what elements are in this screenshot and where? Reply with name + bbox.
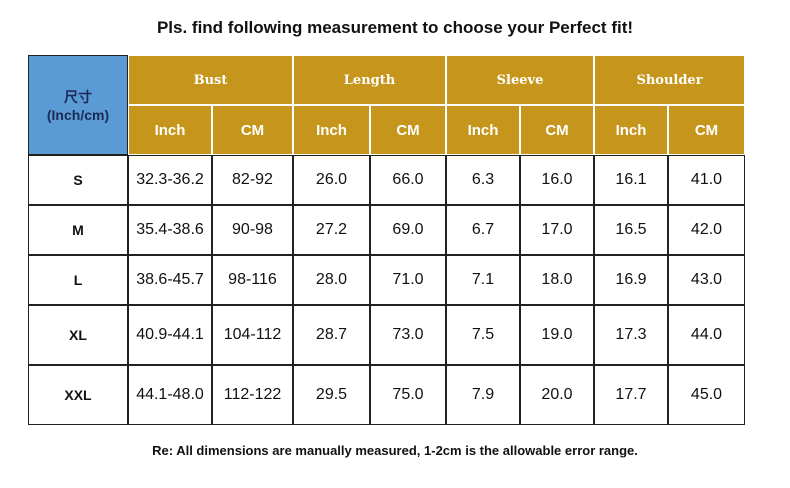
measurement: 42.0 xyxy=(668,205,745,255)
measurement: 45.0 xyxy=(668,365,745,425)
size-label: S xyxy=(28,155,128,205)
group-header: Bust xyxy=(128,55,293,105)
measurement: 26.0 xyxy=(293,155,370,205)
group-header: Shoulder xyxy=(594,55,745,105)
group-header: Sleeve xyxy=(446,55,594,105)
measurement: 28.7 xyxy=(293,305,370,365)
measurement: 19.0 xyxy=(520,305,594,365)
size-label: L xyxy=(28,255,128,305)
measurement: 35.4-38.6 xyxy=(128,205,212,255)
sub-header: Inch xyxy=(446,105,520,155)
measurement: 7.9 xyxy=(446,365,520,425)
measurement: 27.2 xyxy=(293,205,370,255)
measurement: 17.7 xyxy=(594,365,668,425)
measurement: 16.0 xyxy=(520,155,594,205)
measurement: 41.0 xyxy=(668,155,745,205)
measurement: 98-116 xyxy=(212,255,293,305)
sub-header: Inch xyxy=(293,105,370,155)
sub-header: Inch xyxy=(128,105,212,155)
measurement: 66.0 xyxy=(370,155,446,205)
measurement: 71.0 xyxy=(370,255,446,305)
measurement: 29.5 xyxy=(293,365,370,425)
measurement: 112-122 xyxy=(212,365,293,425)
measurement: 69.0 xyxy=(370,205,446,255)
measurement: 44.0 xyxy=(668,305,745,365)
measurement: 16.1 xyxy=(594,155,668,205)
group-header: Length xyxy=(293,55,446,105)
measurement: 17.0 xyxy=(520,205,594,255)
corner-text: 尺寸 xyxy=(64,89,92,105)
measurement: 82-92 xyxy=(212,155,293,205)
measurement: 90-98 xyxy=(212,205,293,255)
title: Pls. find following measurement to choos… xyxy=(156,18,634,37)
size-label: XL xyxy=(28,305,128,365)
sub-header: CM xyxy=(370,105,446,155)
measurement: 44.1-48.0 xyxy=(128,365,212,425)
measurement: 43.0 xyxy=(668,255,745,305)
measurement: 38.6-45.7 xyxy=(128,255,212,305)
measurement: 6.3 xyxy=(446,155,520,205)
size-label: XXL xyxy=(28,365,128,425)
size-label: M xyxy=(28,205,128,255)
measurement: 7.5 xyxy=(446,305,520,365)
corner-header: 尺寸 (Inch/cm) xyxy=(28,55,128,155)
corner-text: (Inch/cm) xyxy=(46,107,110,123)
measurement: 28.0 xyxy=(293,255,370,305)
measurement: 7.1 xyxy=(446,255,520,305)
sub-header: CM xyxy=(212,105,293,155)
sub-header: CM xyxy=(668,105,745,155)
measurement: 32.3-36.2 xyxy=(128,155,212,205)
measurement: 17.3 xyxy=(594,305,668,365)
measurement: 104-112 xyxy=(212,305,293,365)
note: Re: All dimensions are manually measured… xyxy=(152,443,638,458)
measurement: 20.0 xyxy=(520,365,594,425)
measurement: 6.7 xyxy=(446,205,520,255)
measurement: 75.0 xyxy=(370,365,446,425)
measurement: 16.5 xyxy=(594,205,668,255)
measurement: 73.0 xyxy=(370,305,446,365)
sub-header: Inch xyxy=(594,105,668,155)
sub-header: CM xyxy=(520,105,594,155)
measurement: 16.9 xyxy=(594,255,668,305)
measurement: 18.0 xyxy=(520,255,594,305)
measurement: 40.9-44.1 xyxy=(128,305,212,365)
